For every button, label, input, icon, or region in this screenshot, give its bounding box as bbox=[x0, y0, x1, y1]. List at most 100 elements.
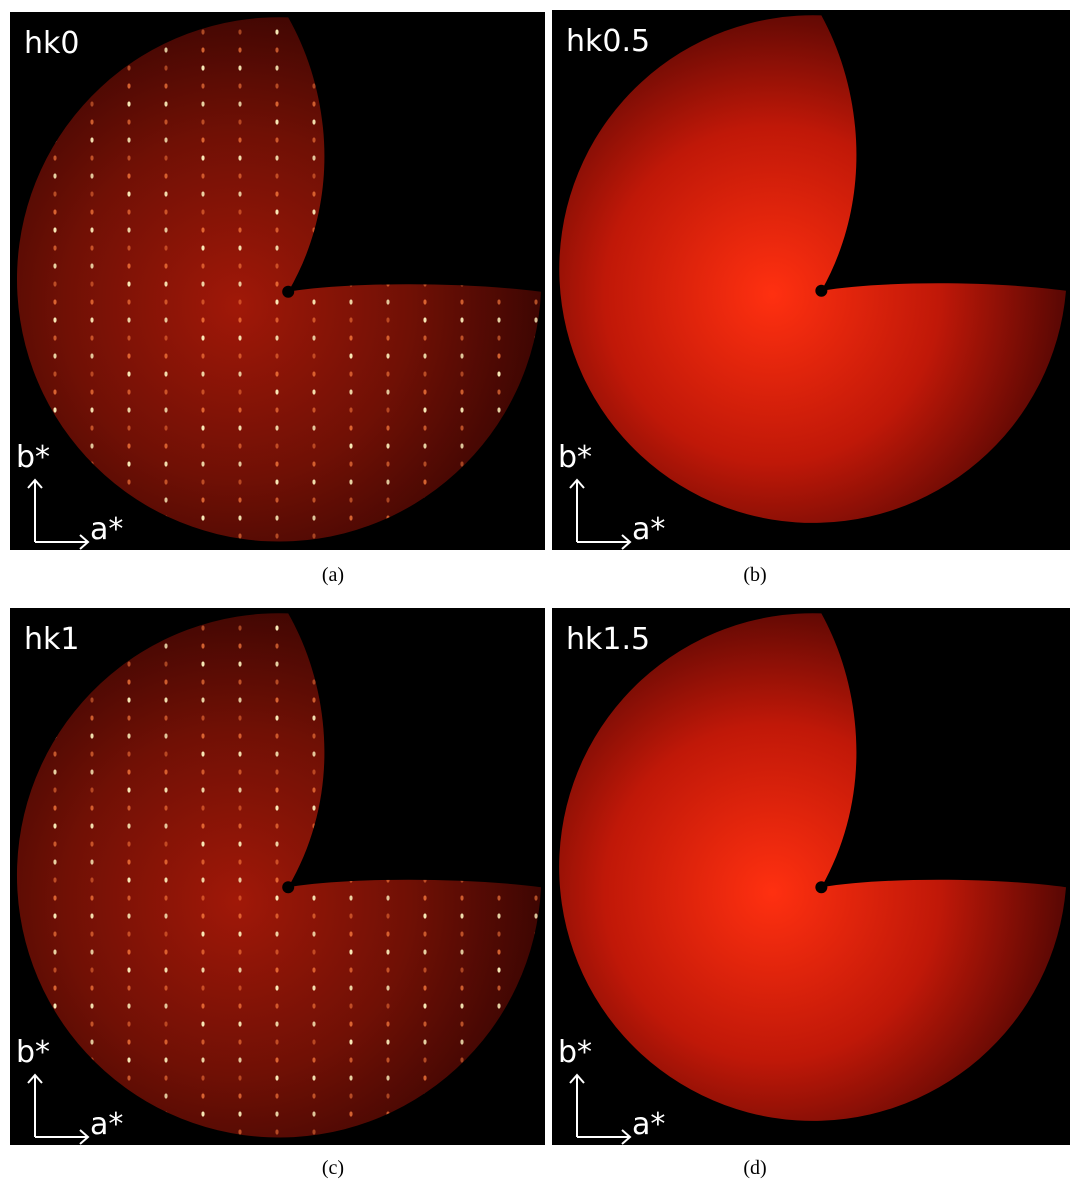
spot bbox=[127, 715, 130, 720]
spot bbox=[312, 787, 315, 792]
spot bbox=[127, 877, 130, 882]
spot bbox=[497, 859, 500, 864]
spot bbox=[349, 1057, 352, 1062]
spot bbox=[201, 227, 204, 232]
spot bbox=[312, 823, 315, 828]
spot bbox=[534, 1129, 537, 1134]
spot bbox=[127, 1129, 130, 1134]
spot bbox=[53, 913, 56, 918]
spot bbox=[201, 263, 204, 268]
spot bbox=[238, 353, 241, 358]
spot bbox=[312, 515, 315, 520]
spot bbox=[534, 281, 537, 286]
spot bbox=[386, 389, 389, 394]
spot bbox=[53, 1039, 56, 1044]
spot bbox=[349, 895, 352, 900]
spot bbox=[349, 497, 352, 502]
spot bbox=[53, 823, 56, 828]
axis-label-b: b* bbox=[16, 1035, 50, 1070]
spot bbox=[201, 769, 204, 774]
spot bbox=[312, 913, 315, 918]
spot bbox=[386, 119, 389, 124]
spot bbox=[312, 407, 315, 412]
spot bbox=[312, 335, 315, 340]
spot bbox=[423, 515, 426, 520]
spot bbox=[238, 1039, 241, 1044]
spot bbox=[497, 931, 500, 936]
spot bbox=[423, 787, 426, 792]
spot bbox=[164, 155, 167, 160]
spot bbox=[275, 1003, 278, 1008]
spot bbox=[534, 191, 537, 196]
spot bbox=[275, 407, 278, 412]
spot bbox=[90, 317, 93, 322]
spot bbox=[90, 245, 93, 250]
spot bbox=[386, 317, 389, 322]
spot bbox=[164, 841, 167, 846]
spot bbox=[164, 173, 167, 178]
spot bbox=[534, 1021, 537, 1026]
arrow-a bbox=[35, 535, 88, 549]
spot bbox=[534, 65, 537, 70]
spot bbox=[349, 353, 352, 358]
spot bbox=[497, 65, 500, 70]
spot bbox=[423, 335, 426, 340]
spot bbox=[238, 533, 241, 538]
spot bbox=[127, 1093, 130, 1098]
spot bbox=[164, 47, 167, 52]
spot bbox=[164, 335, 167, 340]
spot bbox=[90, 625, 93, 630]
spot bbox=[275, 209, 278, 214]
spot bbox=[386, 751, 389, 756]
caption: (d) bbox=[705, 1157, 805, 1180]
spot bbox=[275, 913, 278, 918]
spot bbox=[312, 715, 315, 720]
spot bbox=[164, 209, 167, 214]
spot bbox=[275, 281, 278, 286]
spot bbox=[238, 407, 241, 412]
spot bbox=[349, 515, 352, 520]
spot bbox=[201, 317, 204, 322]
spot bbox=[497, 679, 500, 684]
spot bbox=[534, 443, 537, 448]
spot bbox=[127, 137, 130, 142]
spot bbox=[534, 371, 537, 376]
spot bbox=[238, 1093, 241, 1098]
spot bbox=[386, 1039, 389, 1044]
spot bbox=[90, 119, 93, 124]
spot bbox=[275, 515, 278, 520]
spot bbox=[534, 515, 537, 520]
spot bbox=[53, 371, 56, 376]
spot bbox=[386, 1129, 389, 1134]
spot bbox=[164, 1129, 167, 1134]
spot bbox=[53, 985, 56, 990]
spot bbox=[90, 805, 93, 810]
spot bbox=[349, 823, 352, 828]
spot bbox=[127, 317, 130, 322]
spot bbox=[53, 407, 56, 412]
spot bbox=[460, 1111, 463, 1116]
spot bbox=[201, 877, 204, 882]
spot bbox=[312, 155, 315, 160]
spot bbox=[238, 155, 241, 160]
spot bbox=[460, 787, 463, 792]
spot bbox=[164, 733, 167, 738]
spot bbox=[386, 533, 389, 538]
spot bbox=[312, 317, 315, 322]
spot bbox=[497, 1129, 500, 1134]
spot bbox=[423, 479, 426, 484]
arrow-b bbox=[28, 480, 42, 542]
spot bbox=[349, 841, 352, 846]
spot bbox=[238, 715, 241, 720]
spot bbox=[53, 715, 56, 720]
spot bbox=[238, 679, 241, 684]
spot bbox=[497, 787, 500, 792]
spot bbox=[201, 65, 204, 70]
spot bbox=[312, 299, 315, 304]
spot bbox=[201, 119, 204, 124]
spot bbox=[460, 137, 463, 142]
spot bbox=[201, 425, 204, 430]
spot bbox=[460, 101, 463, 106]
spot bbox=[90, 643, 93, 648]
spot bbox=[275, 173, 278, 178]
